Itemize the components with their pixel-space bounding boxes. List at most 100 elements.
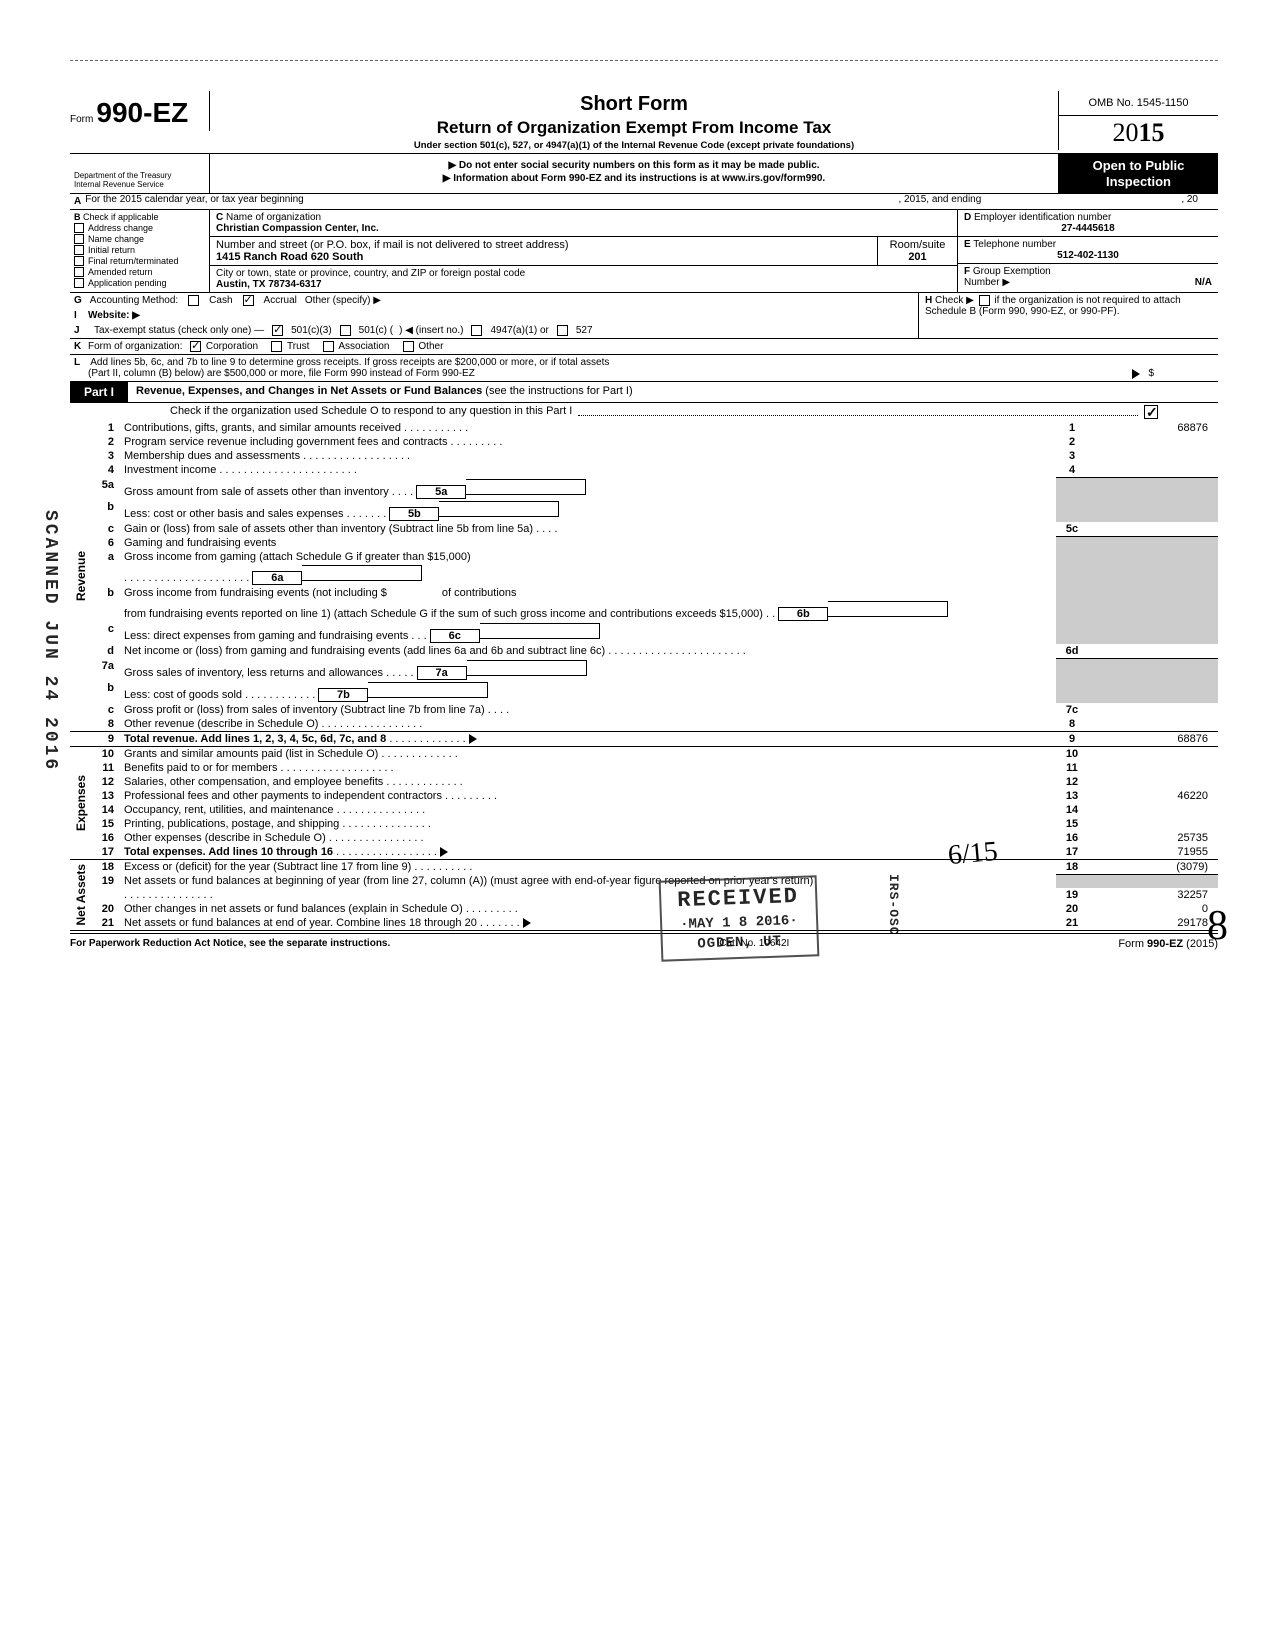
line-17-num: 17 <box>92 845 120 860</box>
line-1-text: Contributions, gifts, grants, and simila… <box>124 422 401 434</box>
chk-527[interactable] <box>557 325 568 336</box>
line-16-box: 16 <box>1056 831 1088 845</box>
arrow-icon <box>469 734 477 744</box>
lbl-association: Association <box>338 341 389 352</box>
arrow-icon <box>523 918 531 928</box>
line-20-val: 0 <box>1088 902 1218 916</box>
line-13-text: Professional fees and other payments to … <box>124 790 442 802</box>
line-21-val: 29178 <box>1088 916 1218 931</box>
line-i-label: I <box>74 310 88 321</box>
stamp-scanned: SCANNED JUN 24 2016 <box>40 510 60 772</box>
line-10-num: 10 <box>92 746 120 761</box>
line-2-box: 2 <box>1056 435 1088 449</box>
lbl-other-method: Other (specify) ▶ <box>305 295 381 306</box>
chk-4947[interactable] <box>471 325 482 336</box>
signature-initials: 6/15 <box>947 836 999 872</box>
line-2-val <box>1088 435 1218 449</box>
line-6b-num: b <box>92 586 120 600</box>
line-13-box: 13 <box>1056 789 1088 803</box>
ein-value: 27-4445618 <box>964 223 1212 234</box>
line-13-val: 46220 <box>1088 789 1218 803</box>
line-a-text: For the 2015 calendar year, or tax year … <box>85 194 303 209</box>
netassets-side-label: Net Assets <box>70 859 92 931</box>
lbl-other-org: Other <box>418 341 443 352</box>
form-under: Under section 501(c), 527, or 4947(a)(1)… <box>220 140 1048 151</box>
line-7b-minibox: 7b <box>318 688 368 702</box>
line-20-num: 20 <box>92 902 120 916</box>
stamp-received-date: ·MAY 1 8 2016· <box>678 913 800 933</box>
form-title: Short Form <box>220 93 1048 116</box>
chk-schedule-b[interactable] <box>979 295 990 306</box>
chk-cash[interactable] <box>188 295 199 306</box>
line-20-box: 20 <box>1056 902 1088 916</box>
line-6c-text: Less: direct expenses from gaming and fu… <box>124 630 408 642</box>
lbl-initial-return: Initial return <box>88 245 135 255</box>
arrow-icon <box>1132 369 1140 379</box>
arrow-icon <box>440 847 448 857</box>
line-14-val <box>1088 803 1218 817</box>
line-1-box: 1 <box>1056 421 1088 435</box>
stamp-received: RECEIVED ·MAY 1 8 2016· OGDEN, UT <box>659 875 819 961</box>
line-11-num: 11 <box>92 761 120 775</box>
chk-accrual[interactable] <box>243 295 254 306</box>
lbl-trust: Trust <box>287 341 309 352</box>
chk-initial-return[interactable] <box>74 245 84 255</box>
line-g-label: G <box>74 295 82 306</box>
line-2-text: Program service revenue including govern… <box>124 436 447 448</box>
omb-number: OMB No. 1545-1150 <box>1059 91 1218 116</box>
line-21-box: 21 <box>1056 916 1088 931</box>
line-19-text: Net assets or fund balances at beginning… <box>120 874 1056 888</box>
part1-title: Revenue, Expenses, and Changes in Net As… <box>136 385 482 397</box>
chk-final-return[interactable] <box>74 256 84 266</box>
page-top-dashes <box>70 60 1218 61</box>
chk-application-pending[interactable] <box>74 278 84 288</box>
line-6c-minibox: 6c <box>430 629 480 643</box>
chk-schedule-o[interactable] <box>1144 405 1158 419</box>
col-f-hdr: F <box>964 266 970 277</box>
line-9-box: 9 <box>1056 731 1088 746</box>
line-15-text: Printing, publications, postage, and shi… <box>124 818 339 830</box>
ein-label: Employer identification number <box>974 212 1111 223</box>
lbl-application-pending: Application pending <box>88 278 167 288</box>
line-6a-num: a <box>92 550 120 564</box>
chk-other-org[interactable] <box>403 341 414 352</box>
lbl-amended-return: Amended return <box>88 267 153 277</box>
line-11-box: 11 <box>1056 761 1088 775</box>
chk-corporation[interactable] <box>190 341 201 352</box>
line-k-label: K <box>74 341 88 352</box>
line-5a-minibox: 5a <box>416 485 466 499</box>
line-j-text: Tax-exempt status (check only one) — <box>94 325 264 336</box>
tel-value: 512-402-1130 <box>964 250 1212 261</box>
line-5b-num: b <box>92 500 120 522</box>
line-3-text: Membership dues and assessments <box>124 450 300 462</box>
chk-address-change[interactable] <box>74 223 84 233</box>
line-h-text: Check ▶ <box>935 295 974 306</box>
line-19-num: 19 <box>92 874 120 888</box>
line-5c-box: 5c <box>1056 522 1088 537</box>
chk-trust[interactable] <box>271 341 282 352</box>
chk-501c3[interactable] <box>272 325 283 336</box>
chk-amended-return[interactable] <box>74 267 84 277</box>
line-7a-num: 7a <box>92 659 120 681</box>
line-9-num: 9 <box>92 731 120 746</box>
chk-name-change[interactable] <box>74 234 84 244</box>
line-7a-text: Gross sales of inventory, less returns a… <box>124 667 383 679</box>
col-d-hdr: D <box>964 212 971 223</box>
line-a-mid: , 2015, and ending <box>898 194 981 209</box>
stamp-irs: IRS-OSC <box>886 874 901 936</box>
line-19-box: 19 <box>1056 888 1088 902</box>
line-3-box: 3 <box>1056 449 1088 463</box>
col-c-hdr: C <box>216 212 223 223</box>
lbl-insert: ) ◀ (insert no.) <box>399 325 463 336</box>
line-7a-minibox: 7a <box>417 666 467 680</box>
col-e-hdr: E <box>964 239 971 250</box>
line-5b-text: Less: cost or other basis and sales expe… <box>124 508 344 520</box>
line-18-box: 18 <box>1056 859 1088 874</box>
chk-association[interactable] <box>323 341 334 352</box>
line-10-box: 10 <box>1056 746 1088 761</box>
chk-501c[interactable] <box>340 325 351 336</box>
line-a-label: A <box>70 194 85 209</box>
line-12-box: 12 <box>1056 775 1088 789</box>
expenses-side-label: Expenses <box>70 746 92 859</box>
line-14-text: Occupancy, rent, utilities, and maintena… <box>124 804 334 816</box>
